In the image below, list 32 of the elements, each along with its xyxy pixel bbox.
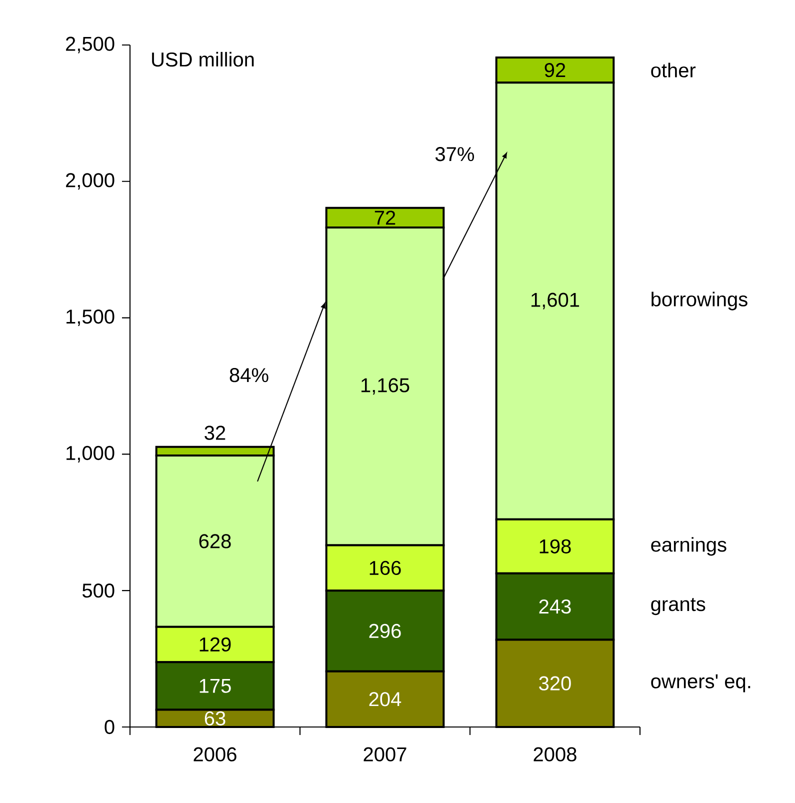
data-label: 175 <box>200 678 231 693</box>
data-label: 72 <box>374 210 396 225</box>
x-tick-label: 2008 <box>534 747 576 762</box>
data-label: 32 <box>204 426 226 440</box>
data-label: 628 <box>199 534 231 548</box>
series-label: grants <box>651 598 706 616</box>
annotation: 84% <box>230 368 268 382</box>
data-label: 296 <box>369 624 401 638</box>
series-label: borrowings <box>652 292 748 310</box>
data-label: 204 <box>369 692 402 706</box>
series-label: earnings <box>651 537 726 556</box>
data-label: 320 <box>539 676 571 690</box>
y-tick-label: 1,000 <box>66 446 114 462</box>
y-tick-label: 500 <box>82 584 114 598</box>
y-axis-title: USD million <box>152 52 254 67</box>
x-tick-label: 2007 <box>364 747 406 762</box>
series-label: owners' eq. <box>651 674 750 692</box>
data-label: 1,165 <box>362 378 410 395</box>
y-tick-label: 2,000 <box>66 173 114 190</box>
annotation: 37% <box>435 147 474 162</box>
y-tick-label: 2,500 <box>66 36 114 54</box>
data-label: 198 <box>540 539 571 554</box>
data-label: 1,601 <box>532 292 580 310</box>
data-label: 63 <box>204 711 226 726</box>
y-tick-label: 0 <box>104 720 114 734</box>
y-tick-label: 1,500 <box>66 310 114 326</box>
data-label: 129 <box>200 637 231 652</box>
data-label: 92 <box>544 63 566 78</box>
series-label: other <box>651 62 696 78</box>
data-label: 243 <box>539 599 571 614</box>
x-tick-label: 2006 <box>194 747 236 762</box>
data-label: 166 <box>370 560 401 576</box>
